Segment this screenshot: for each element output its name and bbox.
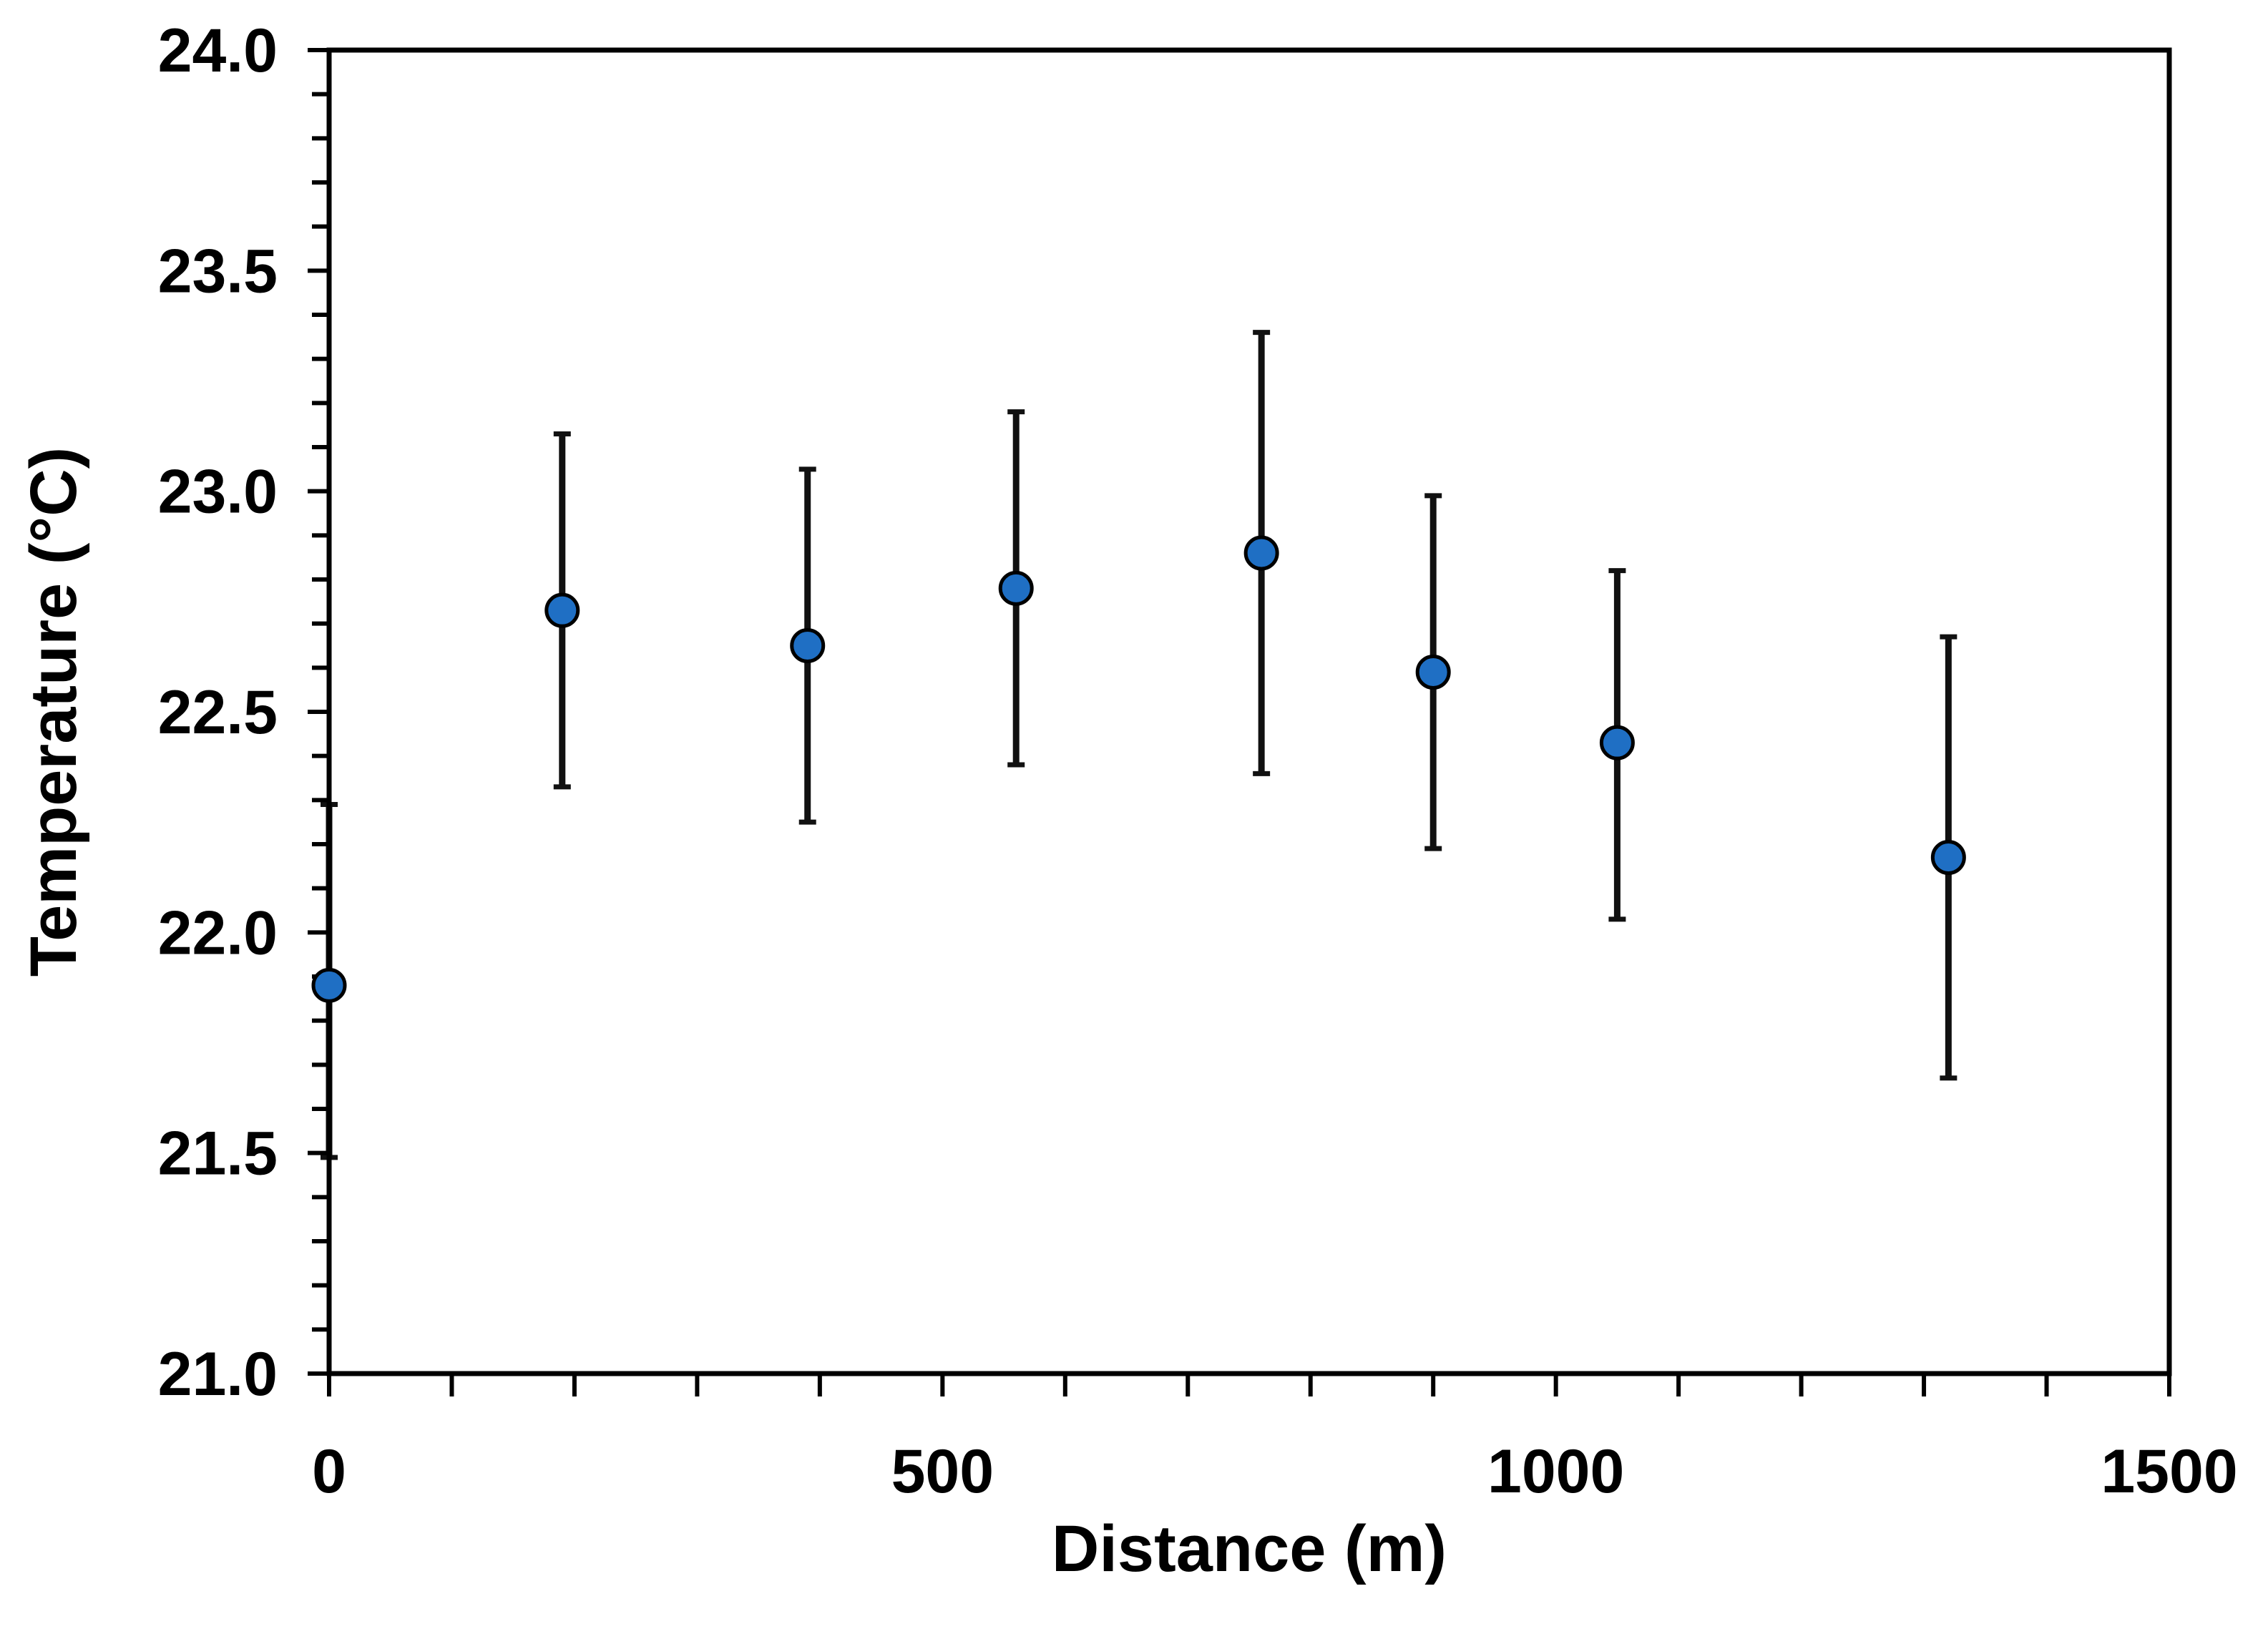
error-bars — [321, 330, 1957, 1160]
x-axis-title: Distance (m) — [1052, 1512, 1447, 1585]
y-tick-label: 22.5 — [158, 678, 278, 747]
y-tick-label: 23.0 — [158, 458, 278, 527]
data-point — [1415, 655, 1451, 690]
x-tick-label: 1000 — [1487, 1437, 1624, 1506]
x-tick-label: 1500 — [2101, 1437, 2237, 1506]
y-tick-label: 22.0 — [158, 899, 278, 967]
y-axis-title: Temperature (°C) — [17, 447, 90, 977]
tick-labels: 21.0 21.5 22.0 22.5 23.0 23.5 24.0 0 500 1000 1500 — [158, 16, 2238, 1506]
data-points — [311, 535, 1966, 1003]
data-point — [790, 628, 826, 663]
axes — [326, 47, 2172, 1376]
data-point — [1599, 725, 1635, 760]
data-point — [1930, 840, 1966, 875]
data-point — [998, 570, 1034, 606]
x-tick-label: 0 — [312, 1437, 346, 1506]
y-tick-label: 24.0 — [158, 16, 278, 85]
data-point — [544, 592, 580, 628]
data-point — [311, 967, 347, 1003]
x-tick-label: 500 — [891, 1437, 994, 1506]
ticks — [308, 48, 2171, 1396]
y-tick-label: 21.5 — [158, 1120, 278, 1188]
y-tick-label: 23.5 — [158, 237, 278, 305]
data-point — [1243, 535, 1279, 571]
plot-frame — [326, 47, 2172, 1376]
y-tick-label: 21.0 — [158, 1340, 278, 1409]
